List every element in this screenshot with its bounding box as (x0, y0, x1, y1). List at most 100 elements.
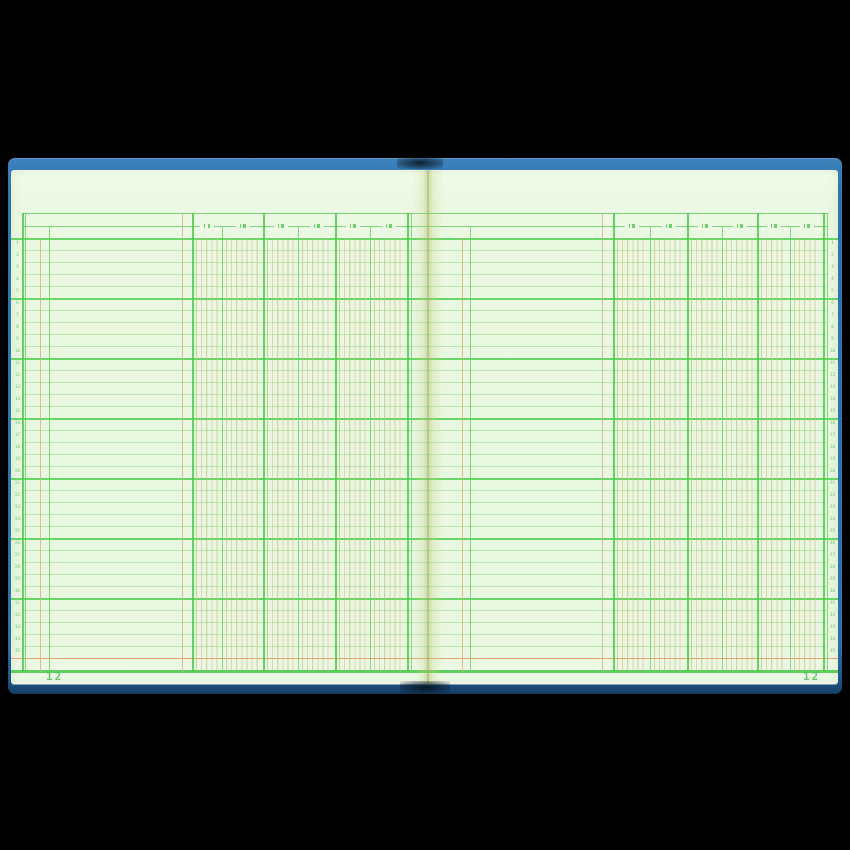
year-placeholder-mark (661, 222, 676, 230)
money-column-pinstripes (226, 238, 259, 670)
money-column-pinstripes (794, 238, 819, 670)
right-page-number: 12 (803, 670, 821, 683)
row-number: 14 (830, 397, 835, 402)
row-number: 13 (15, 385, 20, 390)
row-number: 7 (831, 313, 834, 318)
row-number: 15 (830, 409, 835, 414)
year-placeholder-mark (273, 222, 288, 230)
money-column-pinstripes (339, 238, 366, 670)
year-tick (313, 224, 315, 228)
row-number: 24 (15, 517, 20, 522)
page-border-line (21, 213, 24, 672)
year-tick (243, 224, 246, 228)
year-tick (701, 224, 703, 228)
date-column-rule (462, 238, 463, 672)
row-number: 16 (15, 421, 20, 426)
row-number: 1 (831, 241, 834, 246)
center-fold-line (427, 170, 429, 684)
row-number: 1 (16, 241, 19, 246)
row-number: 6 (16, 301, 19, 306)
year-tick (277, 224, 279, 228)
row-number: 34 (15, 637, 20, 642)
ledger-grid: 1 1 2 2 3 3 4 4 5 5 6 6 7 7 8 8 9 9 10 10 11 11 12 12 13 13 14 14 15… (11, 170, 838, 684)
year-tick (807, 224, 810, 228)
column-line (687, 213, 689, 672)
row-number: 12 (15, 373, 20, 378)
year-tick (770, 224, 772, 228)
row-number: 7 (16, 313, 19, 318)
row-number: 18 (15, 445, 20, 450)
year-placeholder-mark (309, 222, 324, 230)
year-tick (665, 224, 667, 228)
row-number: 32 (830, 613, 835, 618)
column-line (407, 213, 409, 672)
money-column-pinstripes (726, 238, 753, 670)
row-number: 25 (830, 529, 835, 534)
year-tick (705, 224, 708, 228)
year-placeholder-mark (200, 222, 214, 230)
left-page-number: 12 (46, 670, 64, 683)
row-number: 35 (830, 649, 835, 654)
column-rule-tan (182, 213, 183, 672)
row-number: 10 (15, 349, 20, 354)
year-placeholder-mark (697, 222, 712, 230)
row-number: 5 (16, 289, 19, 294)
row-number: 25 (15, 529, 20, 534)
column-divider (722, 226, 724, 672)
money-column-pinstripes (691, 238, 718, 670)
money-column-pinstripes (302, 238, 331, 670)
money-column-pinstripes (196, 238, 218, 670)
row-number: 26 (830, 541, 835, 546)
row-number: 16 (830, 421, 835, 426)
row-number: 22 (830, 493, 835, 498)
row-number: 29 (830, 577, 835, 582)
year-placeholder-mark (381, 222, 396, 230)
year-tick (349, 224, 351, 228)
row-number: 21 (15, 481, 20, 486)
column-divider (298, 226, 300, 672)
row-number: 12 (830, 373, 835, 378)
column-line (613, 213, 615, 672)
year-tick (740, 224, 743, 228)
row-number: 3 (831, 265, 834, 270)
column-line (757, 213, 759, 672)
row-number: 30 (15, 589, 20, 594)
row-number: 17 (15, 433, 20, 438)
row-number: 9 (16, 337, 19, 342)
column-divider (370, 226, 372, 672)
column-line (192, 213, 194, 672)
row-number: 2 (831, 253, 834, 258)
row-number: 19 (830, 457, 835, 462)
year-tick (669, 224, 672, 228)
column-divider (222, 226, 224, 672)
year-tick (736, 224, 738, 228)
year-tick (774, 224, 777, 228)
row-number: 23 (15, 505, 20, 510)
row-number: 18 (830, 445, 835, 450)
row-number: 20 (15, 469, 20, 474)
year-tick (628, 224, 630, 228)
row-number: 30 (830, 589, 835, 594)
row-number: 6 (831, 301, 834, 306)
column-divider (790, 226, 792, 672)
column-rule-tan (602, 213, 603, 672)
column-line (335, 213, 337, 672)
row-number: 9 (831, 337, 834, 342)
row-number: 14 (15, 397, 20, 402)
row-number: 21 (830, 481, 835, 486)
page-border-line (411, 213, 413, 672)
row-number: 2 (16, 253, 19, 258)
row-number: 4 (831, 277, 834, 282)
header-line-top (22, 213, 828, 215)
row-number: 33 (15, 625, 20, 630)
column-line (823, 213, 825, 672)
year-tick (389, 224, 392, 228)
row-number: 8 (16, 325, 19, 330)
row-number: 23 (830, 505, 835, 510)
bottom-border-line (11, 670, 838, 673)
row-number: 11 (15, 361, 20, 366)
row-number: 34 (830, 637, 835, 642)
page-border-line (827, 213, 829, 672)
spine-notch-bottom (400, 681, 450, 694)
money-column-pinstripes (654, 238, 683, 670)
